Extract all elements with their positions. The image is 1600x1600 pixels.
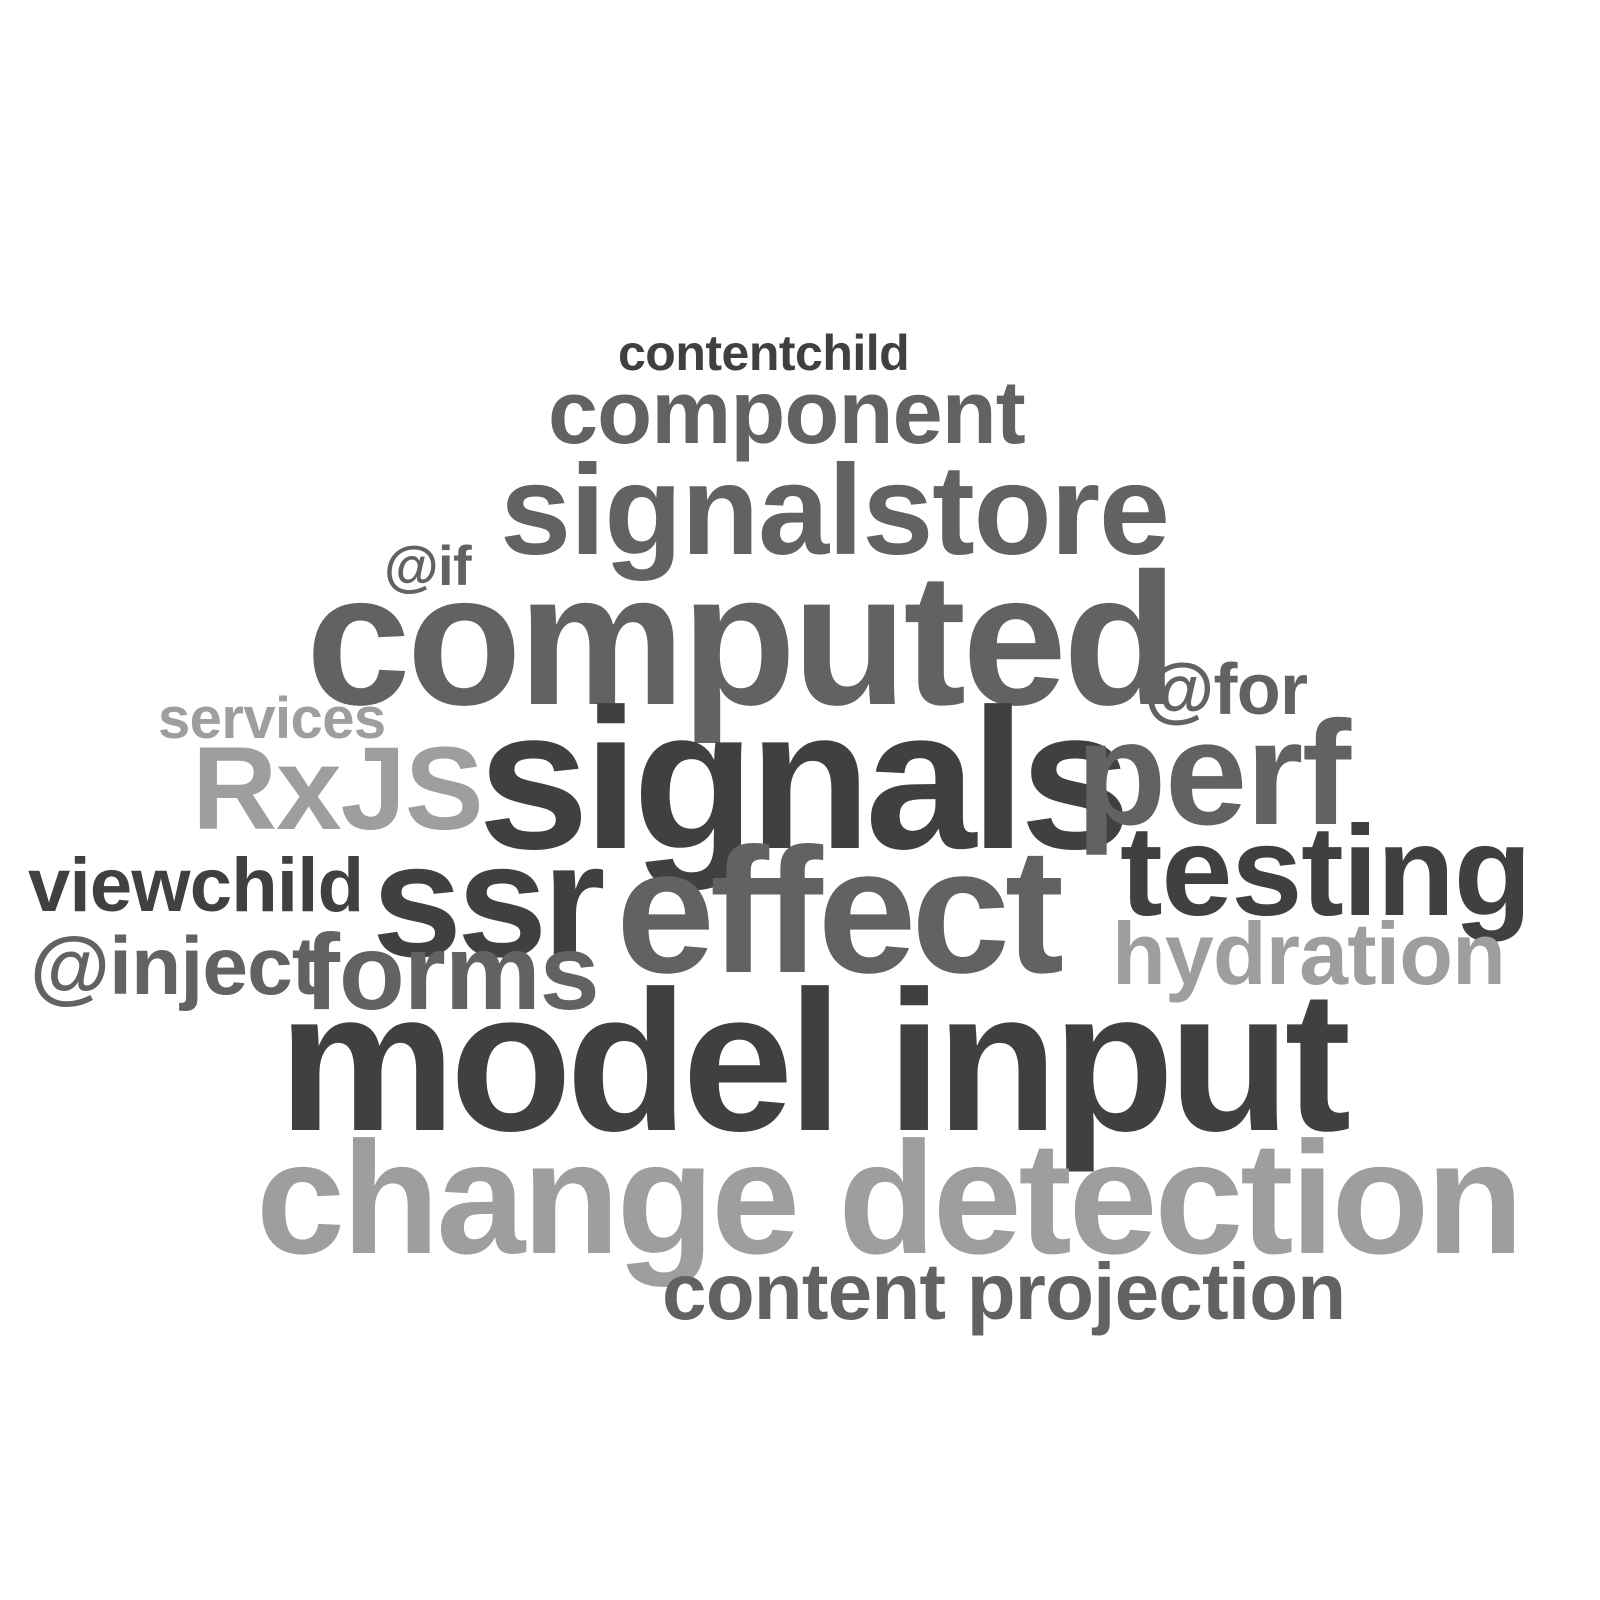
word-testing: testing bbox=[1120, 800, 1532, 943]
word-hydration: hydration bbox=[1112, 904, 1506, 1003]
word-perf: perf bbox=[1076, 691, 1351, 856]
word-change-detection: change detection bbox=[256, 1108, 1524, 1287]
word-at-for: @for bbox=[1144, 650, 1308, 730]
word-at-if: @if bbox=[384, 534, 472, 597]
word-signals: signals bbox=[478, 668, 1131, 891]
word-rxjs: RxJS bbox=[192, 723, 484, 855]
word-content-projection: content projection bbox=[662, 1247, 1346, 1336]
word-at-inject: @inject bbox=[30, 921, 319, 1012]
word-signalstore: signalstore bbox=[500, 439, 1170, 582]
word-computed: computed bbox=[306, 534, 1178, 744]
word-model-input: model input bbox=[278, 950, 1351, 1173]
word-forms: forms bbox=[304, 911, 600, 1032]
word-services: services bbox=[158, 686, 386, 751]
word-ssr: ssr bbox=[372, 810, 606, 991]
word-viewchild: viewchild bbox=[28, 843, 364, 928]
word-effect: effect bbox=[616, 811, 1064, 1010]
word-component: component bbox=[548, 363, 1026, 463]
word-contentchild: contentchild bbox=[618, 325, 910, 381]
